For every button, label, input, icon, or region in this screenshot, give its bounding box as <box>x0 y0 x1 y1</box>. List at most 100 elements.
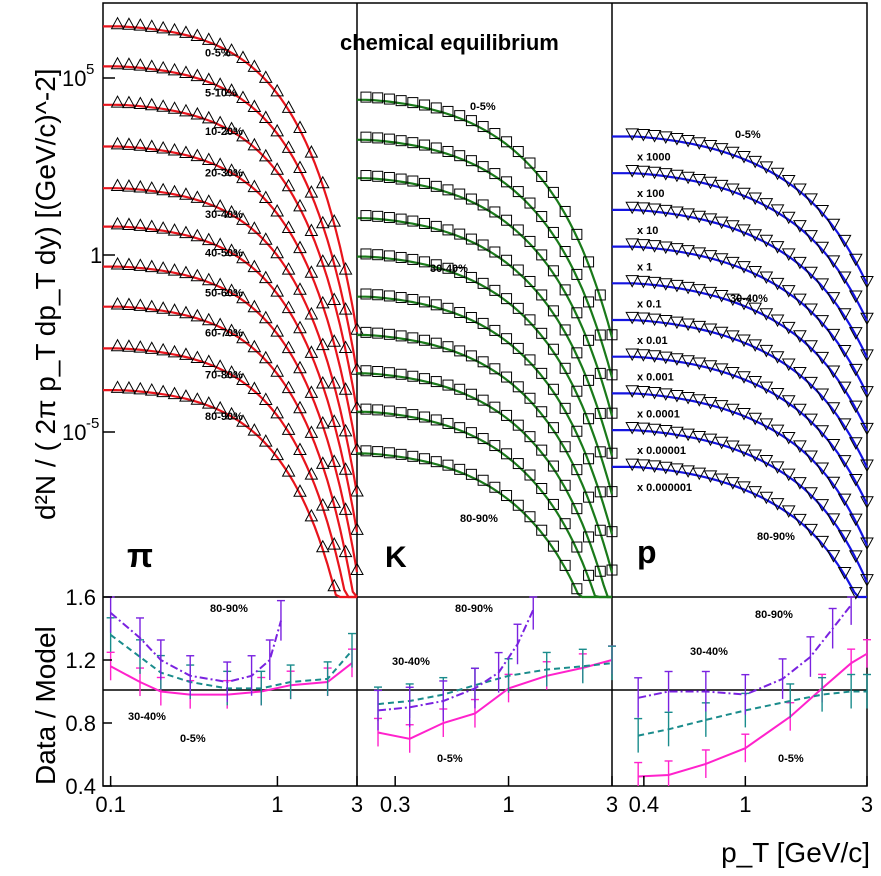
data-point <box>725 403 740 417</box>
data-point <box>201 32 216 45</box>
data-point <box>258 190 273 204</box>
data-point <box>442 262 454 274</box>
scale-label: x 1 <box>637 262 652 274</box>
data-point <box>647 313 662 327</box>
data-point <box>247 179 262 193</box>
model-curve-1-4 <box>357 255 614 495</box>
data-point <box>594 289 606 301</box>
data-point <box>501 409 513 421</box>
data-point <box>793 366 807 380</box>
data-point <box>636 165 651 179</box>
ratio-curve-proton-0 <box>638 652 868 778</box>
data-point <box>213 115 228 129</box>
data-point <box>477 474 489 486</box>
data-point <box>293 120 307 133</box>
data-point <box>430 414 442 426</box>
data-point <box>501 371 513 383</box>
centrality-label: 20-30% <box>205 167 243 179</box>
data-point <box>270 245 285 259</box>
data-point <box>110 136 125 150</box>
data-point <box>454 188 466 200</box>
data-point <box>524 431 536 443</box>
data-point <box>133 96 148 110</box>
data-point <box>512 419 524 431</box>
data-point <box>477 199 489 211</box>
data-point <box>826 550 841 563</box>
data-point <box>737 481 751 494</box>
ratio-label: 0-5% <box>180 733 206 745</box>
data-point <box>547 186 559 198</box>
model-curve-1-5 <box>357 295 614 535</box>
data-point <box>383 367 395 379</box>
data-point <box>293 442 307 455</box>
data-point <box>770 498 785 511</box>
data-point <box>594 486 606 498</box>
ratio-y-tick-label: 0.8 <box>65 711 96 736</box>
data-point <box>501 214 513 226</box>
model-curve-1-6 <box>357 333 614 573</box>
data-point <box>737 150 751 164</box>
data-point <box>236 50 250 63</box>
data-point <box>442 379 454 391</box>
data-point <box>737 297 751 311</box>
data-point <box>571 503 583 515</box>
data-point <box>122 57 136 70</box>
data-point <box>419 411 431 423</box>
data-point <box>304 145 319 158</box>
data-point <box>236 290 250 304</box>
data-point <box>304 467 319 480</box>
data-point <box>625 421 640 435</box>
data-point <box>524 197 536 209</box>
scale-label: x 0.001 <box>637 372 674 384</box>
model-curve-2-6 <box>612 355 868 505</box>
data-point <box>407 253 419 265</box>
model-curve-1-1 <box>357 138 614 378</box>
data-point <box>826 255 841 268</box>
centrality-label: 30-40% <box>730 293 768 305</box>
data-point <box>190 28 205 42</box>
data-point <box>360 445 372 457</box>
data-point <box>281 140 296 153</box>
data-point <box>190 148 205 162</box>
data-point <box>536 289 548 301</box>
data-point <box>247 99 262 112</box>
ratio-y-tick-label: 1.2 <box>65 648 96 673</box>
data-point <box>201 312 216 326</box>
data-point <box>512 302 524 314</box>
data-point <box>156 384 170 398</box>
data-point <box>156 140 170 154</box>
scale-label: x 10 <box>637 225 658 237</box>
ratio-label: 30-40% <box>128 711 166 723</box>
data-point <box>536 483 548 495</box>
data-point <box>156 60 170 74</box>
data-point <box>647 423 662 437</box>
data-point <box>647 203 662 217</box>
data-point <box>524 314 536 326</box>
data-point <box>804 303 818 317</box>
data-point <box>804 340 818 353</box>
data-point <box>826 476 841 490</box>
data-point <box>122 297 136 311</box>
data-point <box>430 142 442 154</box>
data-point <box>395 407 407 419</box>
data-point <box>281 380 296 394</box>
data-point <box>110 338 125 352</box>
data-point <box>606 526 618 538</box>
data-point <box>179 389 193 402</box>
scale-label: x 0.00001 <box>637 445 686 457</box>
data-point <box>536 524 548 536</box>
data-point <box>489 284 501 296</box>
data-point <box>501 136 513 148</box>
model-curve-1-8 <box>357 410 612 599</box>
data-point <box>759 161 774 174</box>
data-point <box>360 210 372 222</box>
data-point <box>293 160 307 174</box>
data-point <box>625 275 640 288</box>
data-point <box>594 446 606 458</box>
data-point <box>670 133 684 146</box>
data-point <box>837 381 852 395</box>
data-point <box>315 539 330 553</box>
data-point <box>725 330 740 343</box>
model-curve-2-5 <box>612 318 868 469</box>
ratio-curve-kaon-0 <box>377 659 613 740</box>
